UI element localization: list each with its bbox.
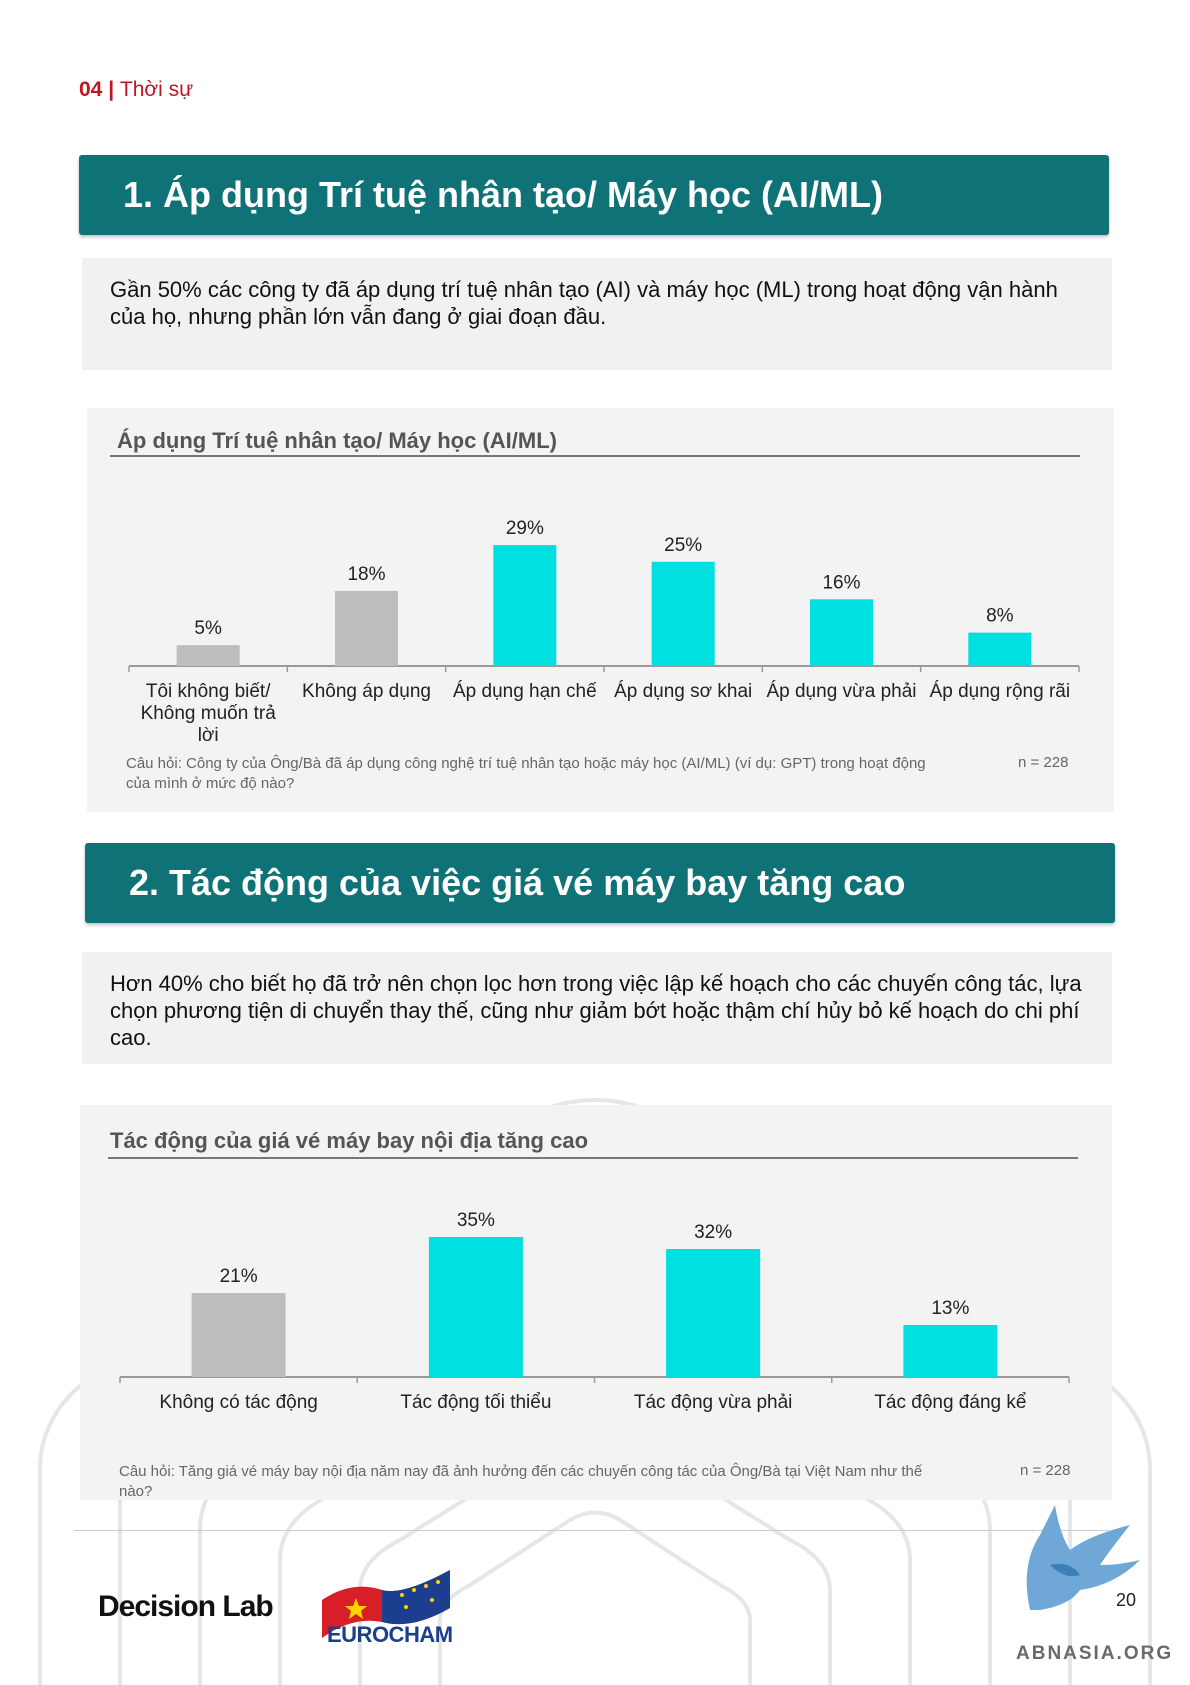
chart2-title-rule <box>108 1157 1078 1159</box>
chart2-data-label: 32% <box>694 1222 732 1243</box>
chart2-sample-size: n = 228 <box>1020 1462 1071 1479</box>
chart1-category-label: Không áp dụng <box>302 681 431 702</box>
chart2-title: Tác động của giá vé máy bay nội địa tăng… <box>110 1128 589 1153</box>
section2-summary-text: Hơn 40% cho biết họ đã trở nên chọn lọc … <box>110 971 1082 1050</box>
section1-title-bar: 1. Áp dụng Trí tuệ nhân tạo/ Máy học (AI… <box>79 155 1109 235</box>
chart1-bar <box>335 590 398 666</box>
abn-dragon-icon <box>1026 1505 1140 1610</box>
chart1-title: Áp dụng Trí tuệ nhân tạo/ Máy học (AI/ML… <box>117 428 557 453</box>
section2-title: 2. Tác động của việc giá vé máy bay tăng… <box>129 862 906 903</box>
chart2-data-label: 21% <box>220 1266 258 1287</box>
chart2-bar <box>903 1325 998 1377</box>
chart2-data-label: 35% <box>457 1210 495 1231</box>
chart1-category-label: Áp dụng sơ khai <box>614 681 752 702</box>
section-number: 04 <box>79 78 103 101</box>
chart1-sample-size: n = 228 <box>1018 754 1069 771</box>
chart1-bar <box>651 561 715 666</box>
chart1-data-label: 5% <box>194 618 222 639</box>
section2-summary-box: Hơn 40% cho biết họ đã trở nên chọn lọc … <box>82 952 1112 1064</box>
section2-title-bar: 2. Tác động của việc giá vé máy bay tăng… <box>85 843 1115 923</box>
eurocham-logo-text: EUROCHAM <box>327 1622 453 1647</box>
chart2-category-label: Tác động tối thiểu <box>400 1392 551 1413</box>
chart1-data-label: 8% <box>986 606 1014 627</box>
section1-summary-box: Gần 50% các công ty đã áp dụng trí tuệ n… <box>82 258 1112 370</box>
section1-summary-text: Gần 50% các công ty đã áp dụng trí tuệ n… <box>110 277 1058 329</box>
footer-divider <box>74 1530 1109 1531</box>
chart2-bar <box>191 1293 286 1377</box>
chart1-bar <box>810 599 873 666</box>
section1-chart-panel <box>87 408 1114 812</box>
chart1-category-label: Áp dụng rộng rãi <box>930 681 1071 702</box>
chart2-category-label: Tác động đáng kể <box>874 1392 1026 1413</box>
chart2-bar <box>428 1237 523 1377</box>
chart1-title-rule <box>110 455 1080 457</box>
chart1-data-label: 29% <box>506 518 544 539</box>
chart2-question: Câu hỏi: Tăng giá vé máy bay nội địa năm… <box>119 1463 923 1500</box>
chart2-data-label: 13% <box>931 1298 969 1319</box>
chart1-question: Câu hỏi: Công ty của Ông/Bà đã áp dụng c… <box>126 755 926 792</box>
decision-lab-logo: Decision Lab <box>98 1590 274 1623</box>
chart1-bar <box>968 632 1032 666</box>
section-separator: | <box>102 78 120 101</box>
chart1-category-label: Tôi không biết/Không muốn trả lời <box>141 681 277 746</box>
section-name: Thời sự <box>119 78 194 101</box>
abn-watermark-text: ABNASIA.ORG <box>1016 1643 1174 1664</box>
chart1-bar <box>176 645 240 666</box>
chart1-bar <box>493 545 557 666</box>
page-number: 20 <box>1116 1590 1137 1610</box>
chart2-category-label: Tác động vừa phải <box>634 1392 793 1413</box>
section1-title: 1. Áp dụng Trí tuệ nhân tạo/ Máy học (AI… <box>123 174 883 215</box>
section-header-tag: 04 | Thời sự <box>79 78 193 102</box>
chart1-data-label: 25% <box>664 535 702 556</box>
chart2-bar <box>666 1249 761 1377</box>
chart2-category-label: Không có tác động <box>159 1392 317 1413</box>
chart1-category-label: Áp dụng hạn chế <box>453 681 597 702</box>
eurocham-flag-icon <box>322 1570 450 1638</box>
chart1-data-label: 18% <box>347 564 385 585</box>
chart1-data-label: 16% <box>822 572 860 593</box>
chart1-category-label: Áp dụng vừa phải <box>766 681 916 702</box>
